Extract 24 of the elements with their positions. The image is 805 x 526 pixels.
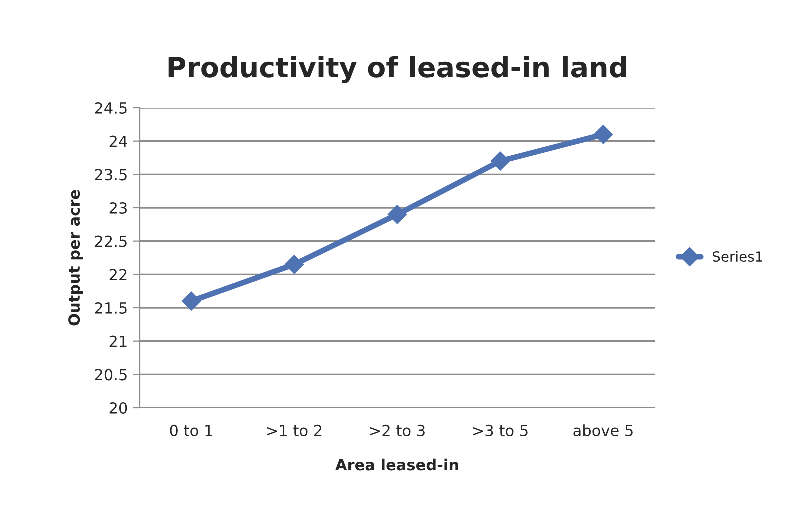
point <box>594 125 614 144</box>
x-axis-title: Area leased-in <box>336 458 458 471</box>
y-axis-title: Output per acre <box>68 190 84 326</box>
x-tick-label: above 5 <box>574 424 633 436</box>
y-tick-label: 24 <box>110 136 128 148</box>
y-tick-label: 22.5 <box>95 236 127 248</box>
y-tick-label: 20 <box>110 402 128 414</box>
legend-label: Series1 <box>713 251 762 262</box>
y-tick-label: 23 <box>110 202 127 214</box>
point <box>182 292 202 311</box>
y-tick-label: 21.5 <box>95 302 127 314</box>
y-tick-label: 23.5 <box>95 169 127 181</box>
point <box>490 152 510 171</box>
x-tick-label: >2 to 3 <box>370 424 425 436</box>
y-tick-label: 24.5 <box>95 102 127 114</box>
y-tick-label: 22 <box>110 269 127 280</box>
point <box>284 255 304 274</box>
point <box>388 205 408 224</box>
chart-title: Productivity of leased-in land <box>168 56 626 84</box>
x-tick-label: >3 to 5 <box>473 424 528 436</box>
y-tick-label: 20.5 <box>95 369 127 381</box>
x-tick-label: >1 to 2 <box>267 424 322 436</box>
x-tick-label: 0 to 1 <box>170 424 212 436</box>
y-tick-label: 21 <box>110 336 127 348</box>
